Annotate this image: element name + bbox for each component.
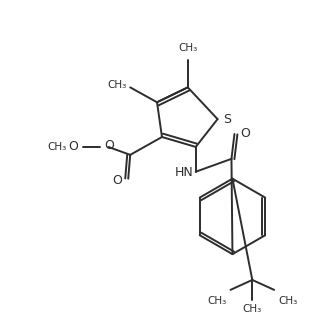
- Text: S: S: [223, 112, 231, 126]
- Text: HN: HN: [175, 166, 194, 179]
- Text: O: O: [240, 126, 250, 140]
- Text: O: O: [104, 139, 114, 152]
- Text: CH₃: CH₃: [207, 296, 227, 306]
- Text: O: O: [69, 140, 79, 154]
- Text: CH₃: CH₃: [243, 304, 262, 314]
- Text: CH₃: CH₃: [178, 43, 197, 53]
- Text: CH₃: CH₃: [278, 296, 297, 306]
- Text: CH₃: CH₃: [48, 142, 67, 152]
- Text: CH₃: CH₃: [107, 80, 126, 90]
- Text: O: O: [113, 174, 122, 187]
